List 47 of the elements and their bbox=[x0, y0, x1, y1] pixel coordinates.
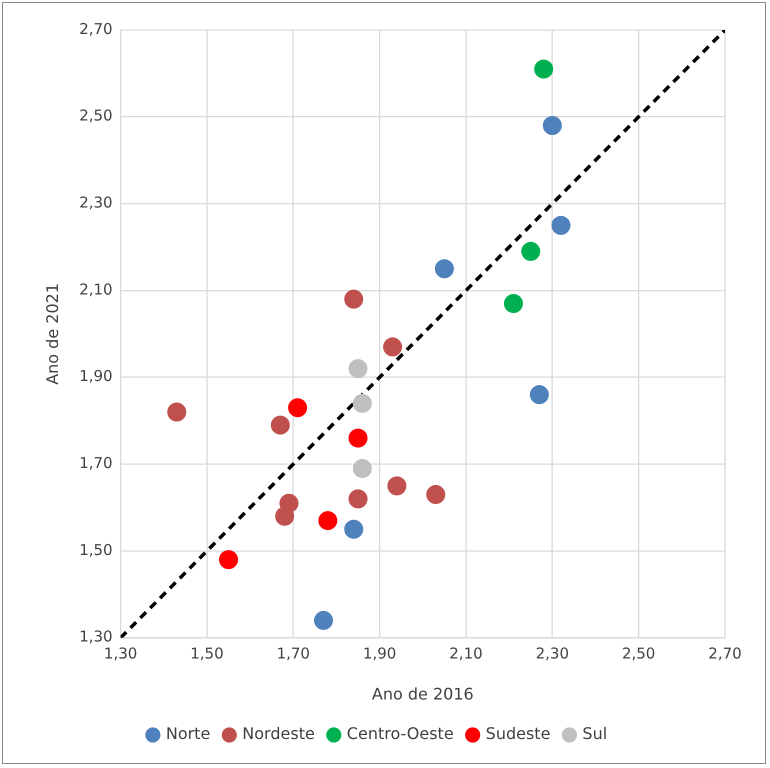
legend-label: Norte bbox=[166, 724, 210, 744]
y-tick-label: 1,90 bbox=[79, 367, 113, 386]
x-tick-label: 2,10 bbox=[449, 644, 483, 663]
point bbox=[344, 290, 364, 309]
y-tick-label: 2,50 bbox=[79, 106, 113, 125]
point bbox=[344, 520, 364, 539]
point bbox=[521, 242, 540, 261]
x-axis-title: Ano de 2016 bbox=[372, 684, 474, 704]
point bbox=[348, 359, 368, 378]
point bbox=[434, 259, 454, 278]
point bbox=[348, 428, 368, 448]
point bbox=[270, 416, 290, 435]
point bbox=[348, 489, 368, 508]
point bbox=[387, 476, 406, 496]
x-tick-label: 1,70 bbox=[276, 644, 310, 663]
x-tick-label: 2,50 bbox=[622, 644, 656, 663]
y-tick-label: 2,70 bbox=[79, 20, 113, 38]
point bbox=[534, 60, 554, 79]
point bbox=[530, 385, 549, 404]
x-tick-label: 2,30 bbox=[536, 644, 570, 663]
point bbox=[551, 216, 570, 235]
x-tick-label: 1,30 bbox=[104, 644, 138, 663]
point bbox=[314, 610, 334, 630]
legend-label: Sul bbox=[582, 724, 608, 744]
point bbox=[383, 337, 402, 356]
point bbox=[167, 402, 186, 422]
point bbox=[318, 511, 338, 530]
y-tick-label: 1,50 bbox=[79, 540, 113, 559]
legend-label: Centro-Oeste bbox=[346, 724, 454, 744]
point bbox=[352, 458, 372, 478]
point bbox=[275, 506, 294, 526]
point bbox=[219, 550, 238, 570]
y-tick-label: 2,10 bbox=[79, 280, 113, 298]
point bbox=[504, 294, 523, 314]
legend-label: Sudeste bbox=[486, 724, 550, 744]
legend-label: Nordeste bbox=[242, 724, 315, 744]
x-tick-label: 2,70 bbox=[708, 644, 742, 663]
point bbox=[542, 116, 562, 136]
point bbox=[288, 398, 308, 418]
point bbox=[426, 485, 446, 504]
y-tick-label: 2,30 bbox=[79, 194, 113, 212]
y-axis-title: Ano de 2021 bbox=[42, 283, 62, 385]
x-tick-label: 1,50 bbox=[190, 644, 224, 663]
y-tick-label: 1,70 bbox=[79, 454, 113, 472]
x-tick-label: 1,90 bbox=[362, 644, 396, 663]
y-tick-label: 1,30 bbox=[79, 628, 113, 646]
point bbox=[352, 394, 372, 413]
